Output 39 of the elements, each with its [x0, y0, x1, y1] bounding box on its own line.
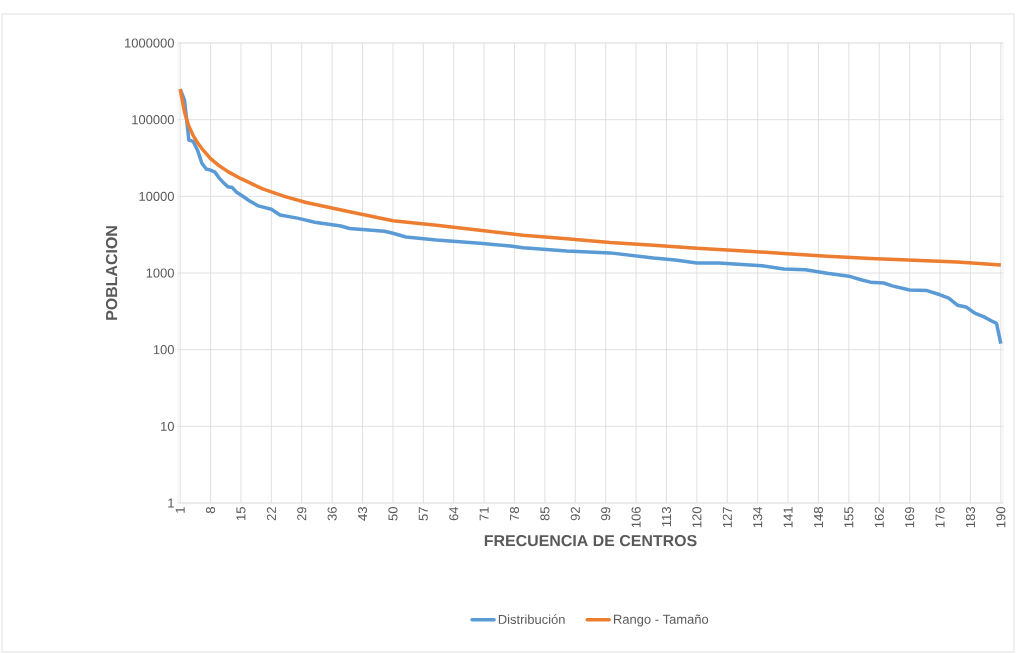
x-tick-label: 155: [844, 507, 854, 528]
y-tick-label: 100000: [132, 115, 174, 125]
x-axis-title: FRECUENCIA DE CENTROS: [484, 534, 697, 547]
x-tick-label: 176: [935, 507, 945, 528]
x-tick-label: 148: [813, 507, 824, 528]
x-tick-label: 57: [418, 507, 428, 521]
x-tick-label: 190: [996, 507, 1006, 528]
x-tick-label: 183: [965, 507, 976, 528]
y-tick-label: 100: [153, 345, 174, 355]
x-tick-label: 162: [874, 507, 884, 528]
x-tick-label: 99: [601, 507, 611, 521]
y-tick-label: 10000: [139, 191, 174, 201]
y-axis-title: POBLACION: [105, 226, 118, 320]
x-tick-label: 71: [479, 507, 489, 521]
y-tick-label: 10: [161, 421, 174, 431]
x-tick-label: 22: [266, 507, 276, 521]
x-tick-label: 169: [905, 507, 915, 528]
x-tick-label: 120: [692, 507, 702, 528]
x-tick-label: 106: [631, 507, 641, 528]
x-tick-label: 113: [661, 507, 672, 527]
y-tick-label: 1000000: [125, 38, 174, 48]
x-tick-label: 92: [570, 507, 580, 521]
x-tick-label: 78: [509, 507, 520, 521]
x-tick-label: 8: [205, 507, 216, 514]
x-tick-label: 141: [783, 507, 793, 528]
x-tick-label: 85: [540, 507, 550, 521]
y-tick-label: 1000: [146, 268, 174, 278]
line-series: [178, 87, 1003, 267]
x-tick-label: 29: [297, 507, 307, 521]
legend-label: Rango - Tamaño: [614, 614, 709, 627]
x-tick-label: 50: [388, 507, 398, 521]
x-tick-label: 127: [722, 507, 732, 528]
x-tick-label: 15: [236, 507, 246, 520]
x-tick-label: 64: [449, 506, 459, 521]
x-tick-label: 1: [175, 507, 185, 513]
x-tick-label: 36: [327, 507, 337, 521]
x-tick-label: 43: [357, 507, 368, 521]
legend-label: Distribución: [498, 614, 565, 624]
x-tick-label: 134: [753, 506, 763, 528]
